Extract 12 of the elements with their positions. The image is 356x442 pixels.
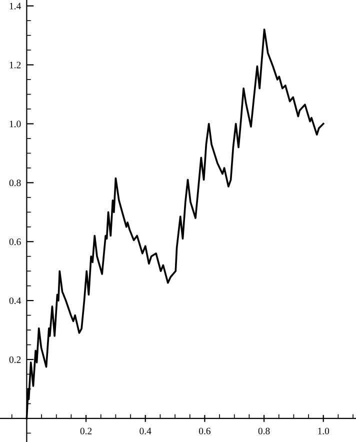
y-tick-label: 1.4 [10,2,21,10]
y-tick-label: 0.2 [9,356,21,364]
x-tick-label: 0.8 [258,428,270,434]
x-tick-label: 0.2 [80,428,92,434]
y-tick-label: 0.4 [9,297,21,304]
x-tick-label: 0.6 [198,428,210,434]
y-tick-label: 0.8 [9,180,21,186]
y-tick-label: 1.0 [10,120,21,128]
y-tick-label: 0.6 [9,238,21,246]
x-tick-label: 0.4 [140,428,152,434]
y-tick-label: 1.2 [10,62,21,68]
x-tick-label: 1.0 [318,428,330,434]
